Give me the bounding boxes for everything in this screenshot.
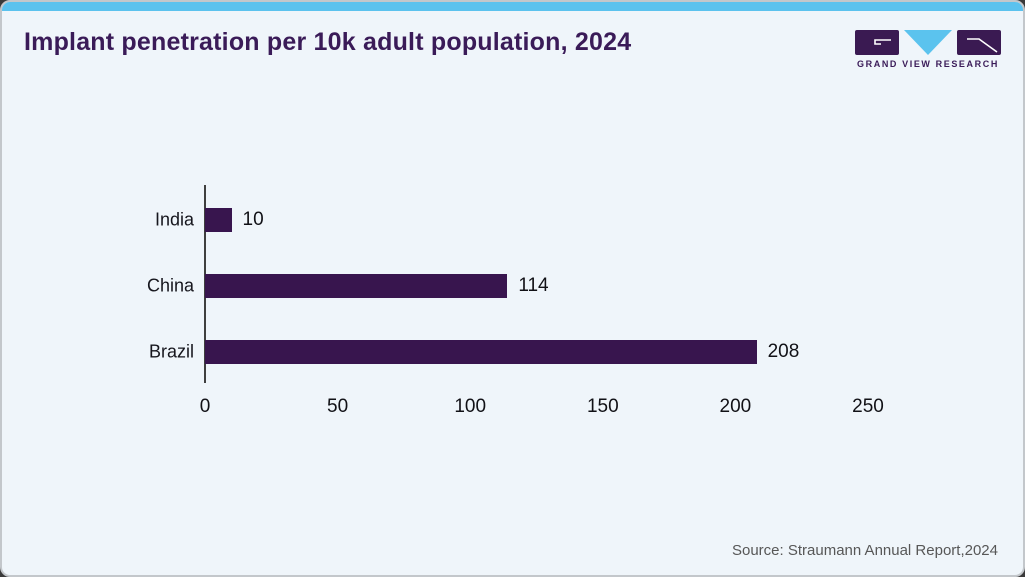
category-label-india: India <box>154 209 194 230</box>
y-axis-line <box>204 185 206 383</box>
gvr-logo: GRAND VIEW RESEARCH <box>855 29 1001 69</box>
bar-china <box>205 274 508 298</box>
gvr-logo-wordmark: GRAND VIEW RESEARCH <box>857 59 999 69</box>
page-title: Implant penetration per 10k adult popula… <box>24 28 632 56</box>
x-tick-50: 50 <box>327 396 349 417</box>
bar-india <box>205 208 232 232</box>
bar-brazil <box>205 340 757 364</box>
category-label-brazil: Brazil <box>148 341 194 362</box>
gvr-logo-icon <box>855 30 1001 55</box>
source-attribution: Source: Straumann Annual Report,2024 <box>731 542 998 559</box>
value-label-china: 114 <box>518 275 549 296</box>
top-accent-bar <box>2 2 1023 11</box>
value-label-brazil: 208 <box>767 341 800 362</box>
category-label-china: China <box>146 275 194 296</box>
x-tick-150: 150 <box>586 396 619 417</box>
x-tick-0: 0 <box>199 396 211 417</box>
value-label-india: 10 <box>242 209 264 230</box>
x-tick-250: 250 <box>852 396 884 417</box>
x-tick-100: 100 <box>454 396 487 417</box>
x-tick-200: 200 <box>719 396 752 417</box>
